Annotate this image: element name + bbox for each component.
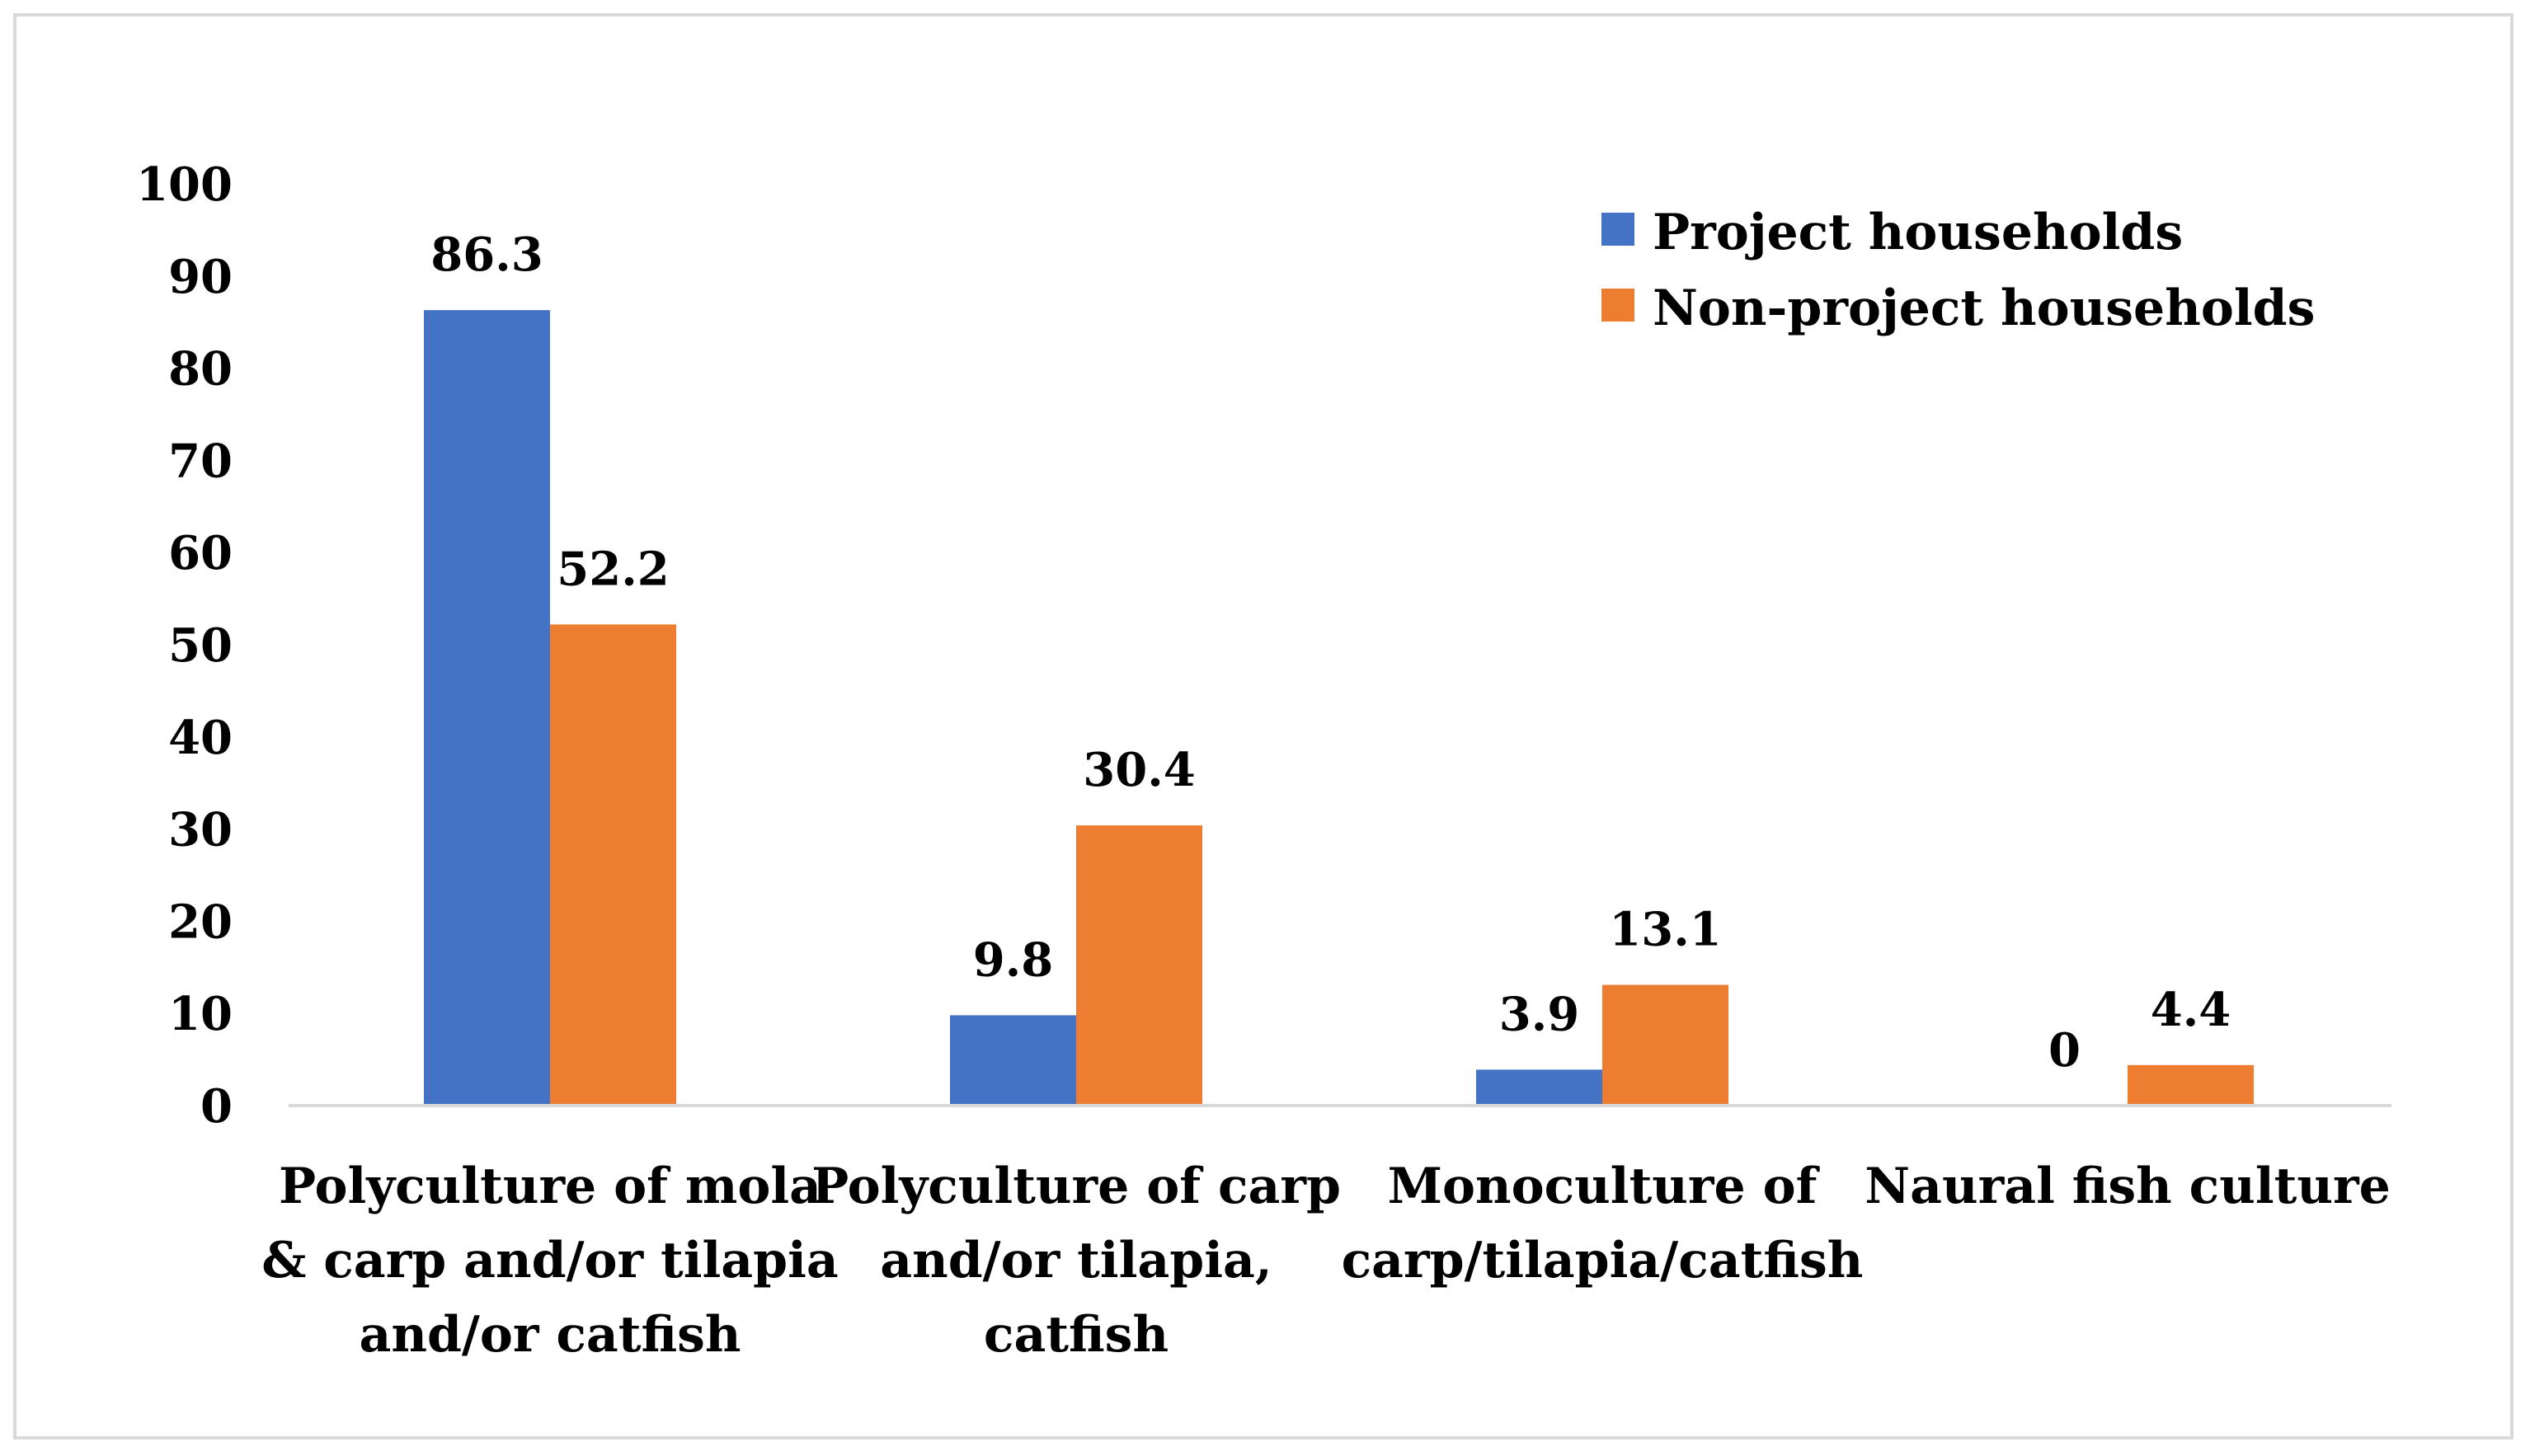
y-tick-label-10: 10 bbox=[168, 987, 233, 1041]
data-label-non-project-2: 13.1 bbox=[1609, 903, 1721, 957]
bar-non-project-0 bbox=[550, 624, 676, 1106]
y-tick-label-0: 0 bbox=[200, 1079, 233, 1134]
y-tick-label-90: 90 bbox=[168, 250, 233, 304]
x-axis: Polyculture of mola & carp and/or tilapia… bbox=[261, 1104, 2391, 1364]
data-labels: 86.3 9.8 3.9 0 52.2 30.4 13.1 4.4 bbox=[430, 228, 2231, 1078]
y-axis: 0 10 20 30 40 50 60 70 80 90 100 bbox=[136, 157, 233, 1134]
x-category-label-3: Naural fish culture bbox=[1865, 1158, 2391, 1215]
legend-swatch-non-project bbox=[1601, 289, 1634, 322]
legend: Project households Non-project households bbox=[1601, 204, 2315, 337]
y-tick-label-50: 50 bbox=[168, 618, 233, 673]
data-label-project-3: 0 bbox=[2048, 1023, 2081, 1078]
y-tick-label-100: 100 bbox=[136, 157, 233, 212]
data-label-non-project-3: 4.4 bbox=[2151, 983, 2231, 1037]
bar-non-project-3 bbox=[2128, 1064, 2254, 1106]
bar-project-0 bbox=[424, 310, 550, 1106]
data-label-project-0: 86.3 bbox=[430, 228, 543, 282]
bars bbox=[424, 310, 2254, 1106]
bar-project-2 bbox=[1476, 1069, 1602, 1106]
x-category-label-0: Polyculture of mola & carp and/or tilapia… bbox=[261, 1158, 839, 1364]
y-tick-label-70: 70 bbox=[168, 434, 233, 488]
y-tick-label-60: 60 bbox=[168, 526, 233, 580]
data-label-non-project-0: 52.2 bbox=[557, 542, 669, 596]
data-label-project-2: 3.9 bbox=[1499, 987, 1579, 1041]
legend-swatch-project bbox=[1601, 213, 1634, 246]
bar-project-1 bbox=[950, 1015, 1076, 1106]
legend-label-non-project: Non-project households bbox=[1653, 279, 2315, 337]
x-category-label-1: Polyculture of carp and/or tilapia, catfis… bbox=[811, 1158, 1341, 1364]
x-category-label-2: Monoculture of carp/tilapia/catfish bbox=[1342, 1158, 1864, 1289]
legend-label-project: Project households bbox=[1653, 204, 2183, 261]
y-tick-label-40: 40 bbox=[168, 711, 233, 765]
y-tick-label-80: 80 bbox=[168, 342, 233, 397]
data-label-project-1: 9.8 bbox=[973, 932, 1053, 987]
y-tick-label-30: 30 bbox=[168, 803, 233, 857]
data-label-non-project-1: 30.4 bbox=[1083, 743, 1195, 797]
bar-non-project-2 bbox=[1602, 984, 1728, 1106]
y-tick-label-20: 20 bbox=[168, 895, 233, 949]
bar-non-project-1 bbox=[1076, 825, 1202, 1106]
